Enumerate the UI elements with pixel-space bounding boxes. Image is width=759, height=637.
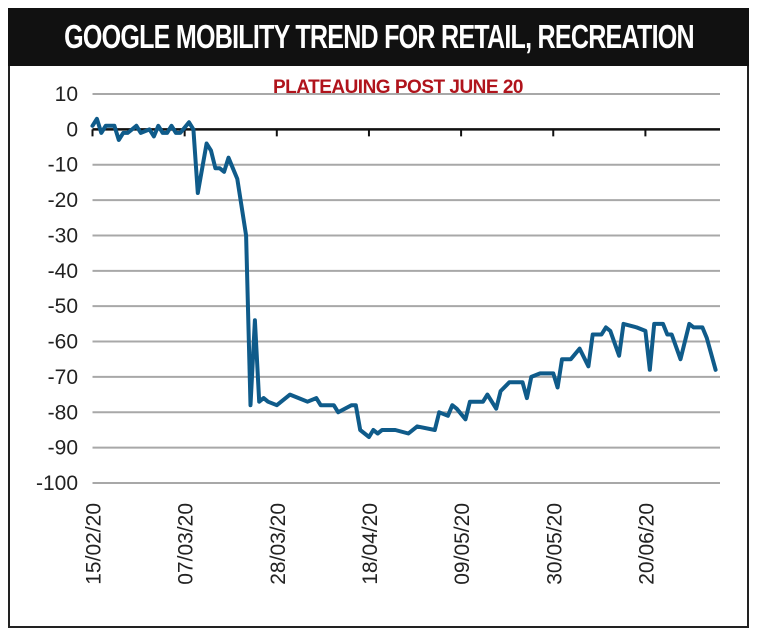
y-tick-label: -100 <box>36 472 78 495</box>
x-tick-label: 30/05/20 <box>543 503 566 585</box>
x-tick-label: 28/03/20 <box>267 503 290 585</box>
y-tick-label: -60 <box>48 331 78 354</box>
x-tick-label: 15/02/20 <box>83 503 106 585</box>
y-tick-label: -80 <box>48 401 78 424</box>
x-tick-label: 18/04/20 <box>359 503 382 585</box>
y-tick-label: -40 <box>48 260 78 283</box>
y-tick-label: -90 <box>48 437 78 460</box>
y-tick-label: -30 <box>48 224 78 247</box>
chart-title-text: GOOGLE MOBILITY TREND FOR RETAIL, RECREA… <box>63 18 695 55</box>
series-line <box>90 116 718 439</box>
y-tick-label: -70 <box>48 366 78 389</box>
y-tick-label: -50 <box>48 295 78 318</box>
x-tick-label: 09/05/20 <box>451 503 474 585</box>
chart-title: GOOGLE MOBILITY TREND FOR RETAIL, RECREA… <box>8 8 749 66</box>
y-tick-label: 10 <box>55 83 78 106</box>
y-tick-label: 0 <box>66 118 78 141</box>
chart-subtitle: PLATEAUING POST JUNE 20 <box>273 77 523 98</box>
x-tick-label: 20/06/20 <box>635 503 658 585</box>
y-tick-label: -10 <box>48 154 78 177</box>
y-tick-label: -20 <box>48 189 78 212</box>
x-tick-label: 07/03/20 <box>175 503 198 585</box>
